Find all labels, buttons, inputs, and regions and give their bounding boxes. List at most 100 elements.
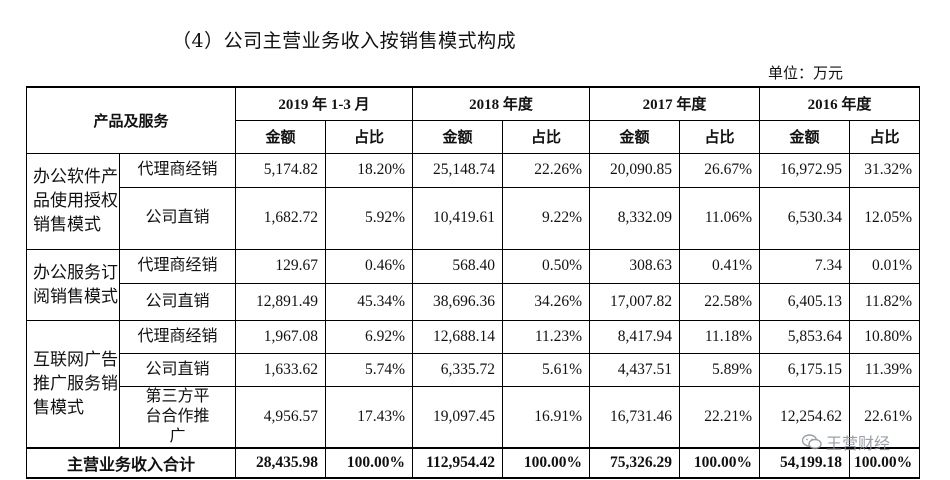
amount-header: 金额 [589,119,681,154]
section-title: （4）公司主营业务收入按销售模式构成 [172,30,517,52]
year-header: 2018 年度 [412,86,591,121]
amount-header: 金额 [235,119,327,154]
sales-mode: 代理商经销 [118,319,237,354]
cell-amount: 16,731.46 [589,385,681,448]
cell-amount: 25,148.74 [412,152,504,188]
cell-amount: 19,097.45 [412,385,504,448]
watermark: 王营财经 [802,430,890,454]
cell-amount: 7.34 [759,248,851,284]
cell-ratio: 11.23% [502,319,591,354]
cell-amount: 308.63 [589,248,681,284]
cell-ratio: 22.58% [679,282,761,321]
cell-ratio: 18.20% [325,152,414,188]
cell-ratio: 12.05% [849,186,921,250]
table-row: 公司直销 1,682.72 5.92% 10,419.61 9.22% 8,33… [27,186,921,250]
cell-ratio: 6.92% [325,319,414,354]
cell-amount: 6,335.72 [412,352,504,387]
sales-mode: 代理商经销 [118,152,237,188]
cell-ratio: 0.01% [849,248,921,284]
table-row: 公司直销 1,633.62 5.74% 6,335.72 5.61% 4,437… [27,352,921,387]
cell-ratio: 45.34% [325,282,414,321]
ratio-header: 占比 [325,119,414,154]
total-ratio: 100.00% [679,446,761,478]
ratio-header: 占比 [849,119,921,154]
cell-amount: 4,437.51 [589,352,681,387]
sales-mode: 第三方平台合作推广 [118,385,237,448]
table-row: 公司直销 12,891.49 45.34% 38,696.36 34.26% 1… [27,282,921,321]
cell-ratio: 22.61% [849,385,921,448]
year-header: 2019 年 1-3 月 [235,86,414,121]
total-row: 主营业务收入合计 28,435.98 100.00% 112,954.42 10… [25,446,921,478]
year-header: 2017 年度 [589,86,761,121]
cell-amount: 1,633.62 [235,352,327,387]
wechat-icon [802,434,822,450]
ratio-header: 占比 [502,119,591,154]
cell-ratio: 5.61% [502,352,591,387]
watermark-text: 王营财经 [826,434,891,453]
cell-amount: 129.67 [235,248,327,284]
group-label: 办公软件产品使用授权销售模式 [26,152,120,250]
total-label: 主营业务收入合计 [25,446,237,478]
year-header: 2016 年度 [759,86,921,121]
cell-amount: 12,688.14 [412,319,504,354]
ratio-header: 占比 [679,119,761,154]
cell-ratio: 5.74% [325,352,414,387]
cell-amount: 6,175.15 [759,352,851,387]
cell-amount: 1,682.72 [235,186,327,250]
table-row: 办公服务订阅销售模式 代理商经销 129.67 0.46% 568.40 0.5… [26,248,921,321]
cell-amount: 4,956.57 [235,385,327,448]
amount-header: 金额 [759,119,851,154]
cell-amount: 17,007.82 [589,282,681,321]
unit-label: 单位：万元 [768,64,844,82]
total-amount: 75,326.29 [589,446,681,478]
cell-amount: 20,090.85 [589,152,681,188]
cell-ratio: 22.26% [502,152,591,188]
cell-ratio: 9.22% [502,186,591,250]
cell-ratio: 11.06% [679,186,761,250]
table-row: 第三方平台合作推广 4,956.57 17.43% 19,097.45 16.9… [27,385,921,448]
cell-ratio: 26.67% [679,152,761,188]
amount-header: 金额 [412,119,504,154]
total-amount: 112,954.42 [412,446,504,478]
sales-mode: 公司直销 [118,352,237,387]
cell-ratio: 5.89% [679,352,761,387]
cell-amount: 12,254.62 [759,385,851,448]
cell-ratio: 11.82% [849,282,921,321]
sales-mode: 代理商经销 [118,248,237,284]
product-header: 产品及服务 [25,86,237,154]
cell-ratio: 11.18% [679,319,761,354]
table-row: 互联网广告推广服务销售模式 代理商经销 1,967.08 6.92% 12,68… [26,319,921,448]
table-row: 办公软件产品使用授权销售模式 代理商经销 5,174.82 18.20% 25,… [26,152,921,250]
cell-ratio: 34.26% [502,282,591,321]
cell-ratio: 0.50% [502,248,591,284]
cell-amount: 6,530.34 [759,186,851,250]
cell-ratio: 0.46% [325,248,414,284]
cell-amount: 38,696.36 [412,282,504,321]
cell-amount: 1,967.08 [235,319,327,354]
cell-amount: 8,417.94 [589,319,681,354]
cell-ratio: 17.43% [325,385,414,448]
total-ratio: 100.00% [502,446,591,478]
cell-ratio: 22.21% [679,385,761,448]
cell-amount: 10,419.61 [412,186,504,250]
cell-amount: 6,405.13 [759,282,851,321]
total-amount: 28,435.98 [235,446,327,478]
cell-ratio: 5.92% [325,186,414,250]
sales-mode: 公司直销 [118,282,237,321]
cell-ratio: 10.80% [849,319,921,354]
cell-amount: 5,853.64 [759,319,851,354]
sales-mode: 公司直销 [118,186,237,250]
cell-ratio: 11.39% [849,352,921,387]
group-label: 互联网广告推广服务销售模式 [26,319,120,448]
cell-amount: 8,332.09 [589,186,681,250]
cell-amount: 16,972.95 [759,152,851,188]
cell-ratio: 31.32% [849,152,921,188]
cell-ratio: 0.41% [679,248,761,284]
total-ratio: 100.00% [325,446,414,478]
cell-ratio: 16.91% [502,385,591,448]
total-ratio: 100.00% [849,446,921,478]
cell-amount: 568.40 [412,248,504,284]
revenue-table: 产品及服务 2019 年 1-3 月 2018 年度 2017 年度 2016 … [25,86,921,479]
cell-amount: 5,174.82 [235,152,327,188]
group-label: 办公服务订阅销售模式 [26,248,120,321]
